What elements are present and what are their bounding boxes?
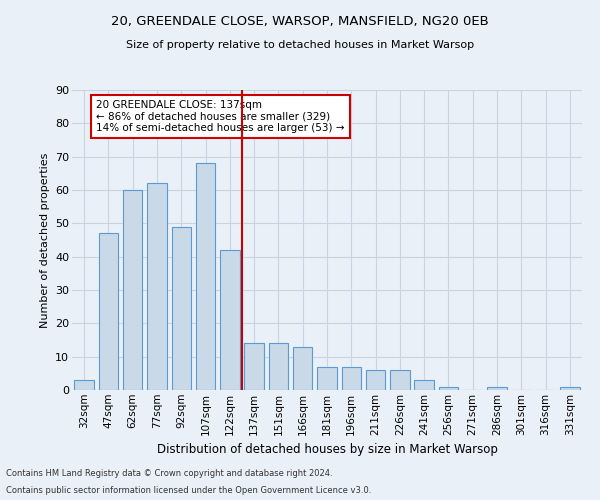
Bar xyxy=(123,190,142,390)
Bar xyxy=(560,386,580,390)
Bar xyxy=(74,380,94,390)
Bar xyxy=(220,250,239,390)
Bar xyxy=(317,366,337,390)
Bar xyxy=(415,380,434,390)
Bar xyxy=(341,366,361,390)
Text: 20 GREENDALE CLOSE: 137sqm
← 86% of detached houses are smaller (329)
14% of sem: 20 GREENDALE CLOSE: 137sqm ← 86% of deta… xyxy=(96,100,345,133)
Bar xyxy=(439,386,458,390)
Bar xyxy=(244,344,264,390)
Bar xyxy=(390,370,410,390)
Y-axis label: Number of detached properties: Number of detached properties xyxy=(40,152,50,328)
Bar xyxy=(196,164,215,390)
Bar xyxy=(487,386,507,390)
Text: Contains HM Land Registry data © Crown copyright and database right 2024.: Contains HM Land Registry data © Crown c… xyxy=(6,468,332,477)
Text: Size of property relative to detached houses in Market Warsop: Size of property relative to detached ho… xyxy=(126,40,474,50)
Bar xyxy=(366,370,385,390)
Text: 20, GREENDALE CLOSE, WARSOP, MANSFIELD, NG20 0EB: 20, GREENDALE CLOSE, WARSOP, MANSFIELD, … xyxy=(111,15,489,28)
Bar xyxy=(99,234,118,390)
Bar xyxy=(269,344,288,390)
Bar xyxy=(293,346,313,390)
Text: Contains public sector information licensed under the Open Government Licence v3: Contains public sector information licen… xyxy=(6,486,371,495)
Bar xyxy=(147,184,167,390)
X-axis label: Distribution of detached houses by size in Market Warsop: Distribution of detached houses by size … xyxy=(157,443,497,456)
Bar xyxy=(172,226,191,390)
